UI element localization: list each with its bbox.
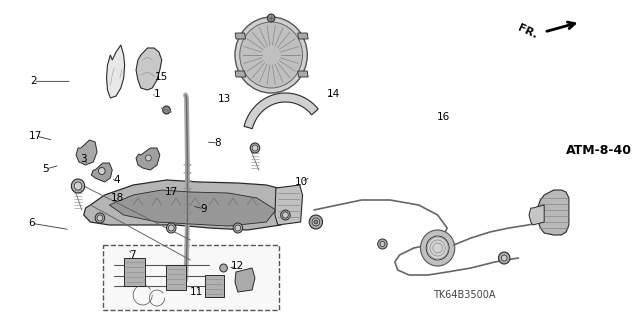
Circle shape [74,182,82,190]
Circle shape [420,230,455,266]
Circle shape [380,241,385,247]
Circle shape [281,210,290,220]
Text: 1: 1 [154,89,161,99]
Text: 7: 7 [129,249,136,260]
Circle shape [252,145,258,151]
Text: 5: 5 [42,164,49,174]
Circle shape [312,218,319,226]
Circle shape [240,22,303,88]
Circle shape [235,225,241,231]
Circle shape [163,106,170,114]
Text: 17: 17 [165,187,179,197]
Text: 16: 16 [436,112,450,122]
Polygon shape [109,190,276,226]
Circle shape [499,252,510,264]
Text: 6: 6 [28,218,35,228]
Polygon shape [136,48,162,90]
Circle shape [220,264,227,272]
Polygon shape [166,265,186,290]
Circle shape [95,213,105,223]
Circle shape [282,212,288,218]
Circle shape [168,225,174,231]
Polygon shape [235,268,255,292]
Text: 3: 3 [80,154,87,164]
Text: 18: 18 [111,193,124,204]
Polygon shape [84,180,297,230]
Polygon shape [244,93,318,129]
Circle shape [314,220,317,224]
Text: 2: 2 [30,76,37,86]
Text: 9: 9 [201,204,207,214]
Polygon shape [136,148,160,170]
Polygon shape [76,140,97,165]
Circle shape [378,239,387,249]
Polygon shape [529,205,544,225]
Polygon shape [205,275,223,297]
Text: 8: 8 [214,138,221,148]
Polygon shape [235,33,246,39]
Circle shape [145,155,151,161]
Text: 4: 4 [113,175,120,185]
Circle shape [233,223,243,233]
Circle shape [501,255,507,261]
Circle shape [309,215,323,229]
Text: FR.: FR. [516,23,540,41]
FancyBboxPatch shape [103,245,279,310]
Polygon shape [298,33,308,39]
Circle shape [166,223,176,233]
Text: 11: 11 [189,287,203,297]
Circle shape [235,17,307,93]
Polygon shape [275,185,303,225]
Polygon shape [538,190,569,235]
Circle shape [99,167,105,174]
Circle shape [426,236,449,260]
Polygon shape [106,45,125,98]
Polygon shape [298,71,308,77]
Circle shape [268,14,275,22]
Polygon shape [235,71,246,77]
Text: 12: 12 [231,261,244,271]
Text: ATM-8-40: ATM-8-40 [566,144,632,157]
Text: 13: 13 [218,94,230,104]
Text: 15: 15 [155,71,168,82]
Polygon shape [124,258,145,286]
Circle shape [97,215,103,221]
Circle shape [250,143,260,153]
Text: TK64B3500A: TK64B3500A [433,290,495,300]
Text: 17: 17 [29,131,42,141]
Polygon shape [92,163,112,182]
Text: 14: 14 [327,89,340,99]
Text: 10: 10 [295,177,308,187]
Circle shape [71,179,84,193]
